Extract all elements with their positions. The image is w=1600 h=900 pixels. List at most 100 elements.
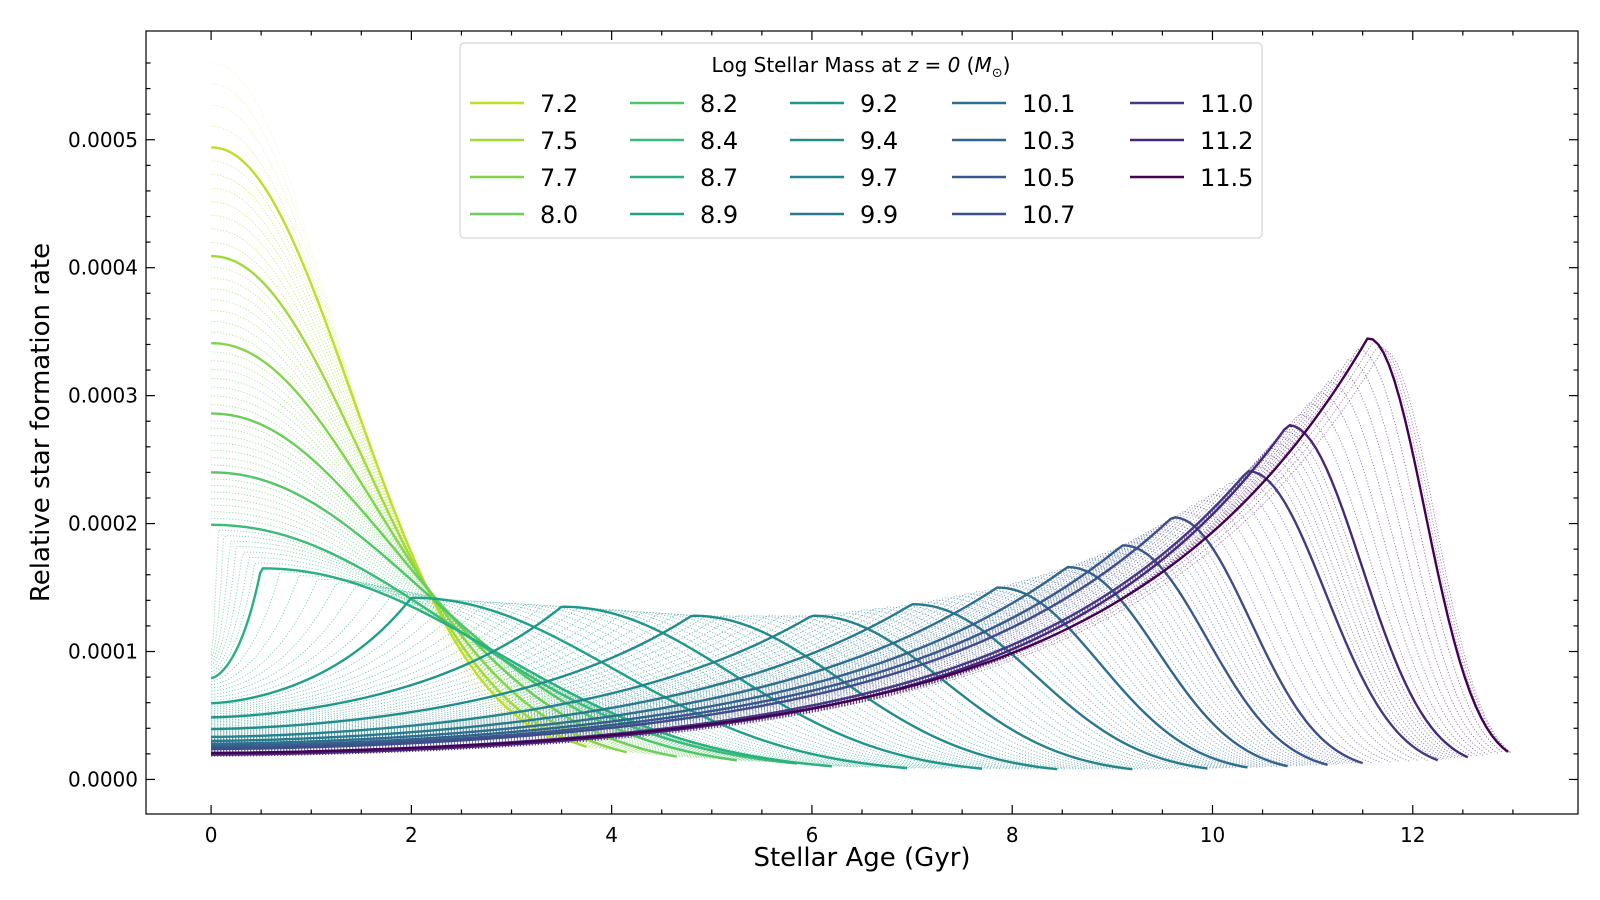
fill-curve — [211, 476, 1429, 761]
fill-curve — [211, 608, 1180, 770]
series-line-8.4 — [211, 523, 798, 765]
legend-label-11.0: 11.0 — [1200, 90, 1253, 118]
legend-label-9.2: 9.2 — [860, 90, 898, 118]
x-tick-label: 6 — [806, 823, 819, 847]
fill-curve — [211, 598, 917, 769]
legend-label-8.0: 8.0 — [540, 201, 578, 229]
series-line-9.7 — [211, 614, 1133, 771]
fill-curve — [211, 615, 1077, 770]
series-line-9.9 — [211, 602, 1208, 770]
fill-curve — [211, 601, 1213, 769]
x-tick-label: 10 — [1200, 823, 1225, 847]
legend-label-11.2: 11.2 — [1200, 127, 1253, 155]
fill-curve — [211, 578, 861, 768]
fill-curve — [211, 606, 1189, 770]
fill-curve — [211, 493, 1401, 763]
series-line-11.5 — [211, 337, 1509, 755]
legend: Log Stellar Mass at z = 0 (M⊙) 7.2 7.5 7.7… — [459, 42, 1263, 239]
fill-curve — [211, 550, 1318, 766]
x-tick-label: 8 — [1006, 823, 1019, 847]
fill-curve — [211, 593, 1233, 769]
fill-curve — [211, 499, 1392, 763]
tick-layer: 0 2 4 6 8 10 12 0.0000 0.0001 0.0002 0.0003 0.0004 0… — [68, 31, 1578, 847]
fill-curve — [211, 608, 1001, 770]
fill-curve — [211, 612, 1039, 770]
y-axis-label: Relative star formation rate — [26, 243, 56, 602]
fill-curve — [211, 448, 1454, 760]
series-line-7.2 — [211, 146, 558, 742]
x-tick-label: 4 — [605, 823, 618, 847]
series-line-10.3 — [211, 565, 1288, 768]
fill-curve — [211, 599, 1218, 769]
legend-label-10.1: 10.1 — [1022, 90, 1075, 118]
legend-label-8.2: 8.2 — [700, 90, 738, 118]
legend-title: Log Stellar Mass at z = 0 (M⊙) — [712, 53, 1011, 81]
legend-label-8.9: 8.9 — [700, 201, 738, 229]
legend-label-8.7: 8.7 — [700, 164, 738, 192]
x-tick-label: 12 — [1400, 823, 1425, 847]
series-line-9.4 — [211, 614, 1058, 771]
fill-curve — [211, 571, 842, 767]
fill-curve — [211, 504, 775, 763]
legend-box — [459, 42, 1263, 239]
series-line-9.2 — [211, 605, 983, 770]
legend-label-7.5: 7.5 — [540, 127, 578, 155]
series-line-8.2 — [211, 471, 737, 762]
fill-curve — [211, 582, 870, 768]
series-line-8.7 — [210, 567, 833, 768]
legend-label-9.7: 9.7 — [860, 164, 898, 192]
y-tick-label: 0.0000 — [68, 767, 138, 791]
fill-curve — [211, 160, 561, 742]
fill-curve — [211, 615, 1114, 770]
fill-curve — [211, 391, 1484, 757]
legend-label-7.7: 7.7 — [540, 164, 578, 192]
y-tick-label: 0.0001 — [68, 640, 138, 664]
fill-curve — [211, 610, 1020, 770]
legend-label-10.3: 10.3 — [1022, 127, 1075, 155]
y-tick-label: 0.0003 — [68, 384, 138, 408]
fill-curve — [211, 482, 1420, 762]
fill-curve — [210, 535, 806, 765]
legend-label-10.5: 10.5 — [1022, 164, 1075, 192]
fill-curve — [211, 595, 1228, 769]
fill-curve — [211, 614, 1048, 770]
fill-curve — [211, 435, 700, 759]
fill-curve — [211, 600, 936, 769]
fill-curve — [211, 351, 634, 754]
y-tick-label: 0.0002 — [68, 512, 138, 536]
fill-curve — [211, 427, 692, 758]
fill-curve — [211, 615, 1105, 770]
fill-curve — [211, 609, 1170, 770]
legend-label-11.5: 11.5 — [1200, 164, 1253, 192]
fill-curve — [211, 442, 707, 759]
legend-entries: 7.2 7.5 7.7 8.0 8.2 8.4 8.7 8.9 9.2 9.4 9.7 9.9 10.1… — [470, 90, 1253, 229]
y-tick-label: 0.0004 — [68, 256, 138, 280]
fill-curve — [211, 579, 1263, 768]
fill-curve — [211, 607, 992, 770]
legend-label-7.2: 7.2 — [540, 90, 578, 118]
series-line-10.5 — [211, 544, 1328, 767]
x-axis-label: Stellar Age (Gyr) — [753, 843, 970, 873]
series-layer — [210, 146, 1509, 771]
fill-curve — [211, 201, 572, 744]
fill-curve — [211, 187, 569, 743]
fill-curve — [211, 555, 1308, 766]
legend-label-10.7: 10.7 — [1022, 201, 1075, 229]
fill-curve — [211, 386, 659, 756]
x-tick-label: 0 — [205, 823, 218, 847]
x-tick-label: 2 — [405, 823, 418, 847]
series-line-8.9 — [211, 596, 908, 770]
y-tick-label: 0.0005 — [68, 128, 138, 152]
fill-curve — [211, 605, 973, 770]
fill-curve — [211, 593, 898, 769]
fill-curve — [211, 62, 525, 736]
legend-label-8.4: 8.4 — [700, 127, 738, 155]
fill-curve — [211, 612, 1152, 770]
series-line-10.7 — [211, 516, 1364, 765]
fill-curve — [211, 576, 1268, 768]
fill-curve — [211, 586, 879, 768]
fill-curve — [211, 609, 1011, 770]
fill-curve — [211, 359, 1499, 755]
